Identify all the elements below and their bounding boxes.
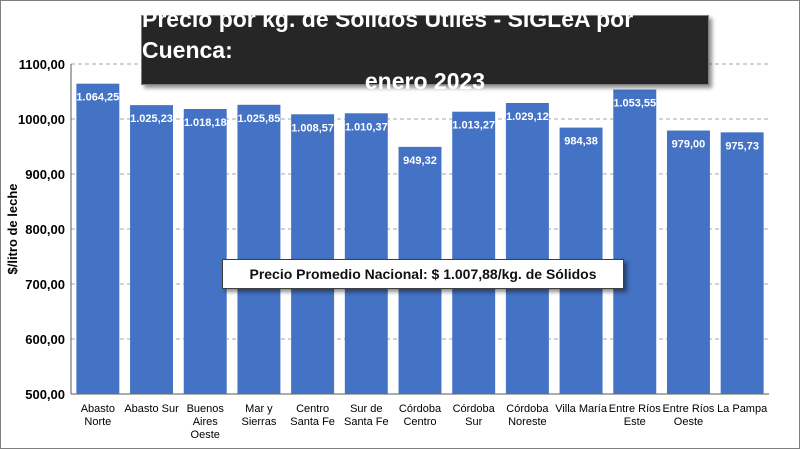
x-tick-label: Centro Santa Fe [290, 403, 335, 428]
bar-value-label: 949,32 [403, 155, 437, 167]
bar [666, 130, 710, 395]
x-tick-label-line: Sierras [242, 416, 277, 428]
bar [76, 83, 120, 394]
bar-value-label: 1.025,85 [238, 113, 281, 125]
x-tick-label-line: Entre Ríos [662, 403, 714, 415]
x-tick-label-line: Sur de [350, 403, 382, 415]
x-tick-label-line: Córdoba [506, 403, 549, 415]
bar-value-label: 1.025,23 [130, 113, 173, 125]
national-average-annotation: Precio Promedio Nacional: $ 1.007,88/kg.… [222, 259, 624, 289]
x-tick-label-line: Córdoba [399, 403, 442, 415]
bar [452, 111, 496, 394]
bar [130, 105, 174, 394]
y-tick-label: 600,00 [25, 332, 65, 347]
bar [291, 114, 335, 394]
x-tick-label: Abasto Sur [124, 403, 179, 415]
bar-value-label: 1.053,55 [613, 98, 656, 110]
x-tick-label: Córdoba Centro [399, 403, 442, 428]
x-tick-label: La Pampa [717, 403, 768, 415]
bar-value-label: 1.064,25 [76, 92, 119, 104]
chart-title: Precio por kg. de Sólidos Útiles - SIGLe… [141, 6, 709, 94]
x-tick-label-line: Norte [84, 416, 111, 428]
bar [183, 109, 227, 394]
bar-value-label: 1.029,12 [506, 111, 549, 123]
x-tick-label: Buenos Aires Oeste [187, 403, 225, 441]
chart-title-line2: enero 2023 [364, 67, 486, 94]
x-tick-label-line: Santa Fe [290, 416, 335, 428]
x-tick-label-line: Este [624, 416, 646, 428]
x-tick-label-line: Buenos [187, 403, 225, 415]
x-tick-label-line: Santa Fe [344, 416, 389, 428]
y-tick-label: 700,00 [25, 277, 65, 292]
x-tick-label-line: Centro [403, 416, 436, 428]
bar-value-label: 1.018,18 [184, 117, 227, 129]
x-tick-label-line: Oeste [191, 429, 220, 441]
x-tick-label-line: Sur [465, 416, 482, 428]
bar-value-label: 1.008,57 [291, 122, 334, 134]
bar [237, 104, 281, 394]
x-tick-label: Mar y Sierras [242, 403, 277, 428]
x-tick-label: Abasto Norte [81, 403, 115, 428]
x-tick-label-line: Abasto [81, 403, 115, 415]
y-tick-label: 1000,00 [18, 112, 65, 127]
x-tick-label: Entre Ríos Oeste [662, 403, 714, 428]
x-tick-label-line: Abasto Sur [124, 403, 179, 415]
x-tick-label-line: Noreste [508, 416, 547, 428]
x-tick-label-line: Entre Ríos [609, 403, 661, 415]
x-tick-label: Córdoba Noreste [506, 403, 549, 428]
bar-value-label: 1.010,37 [345, 121, 388, 133]
x-tick-label-line: Oeste [674, 416, 703, 428]
bar [720, 132, 764, 394]
x-tick-label: Sur de Santa Fe [344, 403, 389, 428]
x-tick-label-line: Aires [193, 416, 219, 428]
bar [344, 113, 388, 394]
bar [505, 102, 549, 394]
x-tick-label-line: Centro [296, 403, 329, 415]
bar-value-label: 984,38 [564, 136, 598, 148]
x-tick-label-line: Córdoba [453, 403, 496, 415]
x-tick-label-line: Mar y [245, 403, 273, 415]
x-tick-label: Entre Ríos Este [609, 403, 661, 428]
y-tick-label: 500,00 [25, 387, 65, 402]
x-tick-label: Villa María [555, 403, 608, 415]
y-tick-label: 1100,00 [19, 57, 65, 72]
y-axis-title: $/litro de leche [5, 183, 20, 274]
x-tick-label-line: Villa María [555, 403, 608, 415]
y-tick-label: 800,00 [25, 222, 65, 237]
bar-value-label: 975,73 [725, 140, 759, 152]
chart-title-line1: Precio por kg. de Sólidos Útiles - SIGLe… [142, 5, 634, 63]
bar [613, 89, 657, 395]
bar-value-label: 1.013,27 [452, 120, 495, 132]
x-tick-label: Córdoba Sur [453, 403, 496, 428]
x-tick-label-line: La Pampa [717, 403, 768, 415]
y-tick-label: 900,00 [25, 167, 65, 182]
bar-value-label: 979,00 [672, 139, 706, 151]
